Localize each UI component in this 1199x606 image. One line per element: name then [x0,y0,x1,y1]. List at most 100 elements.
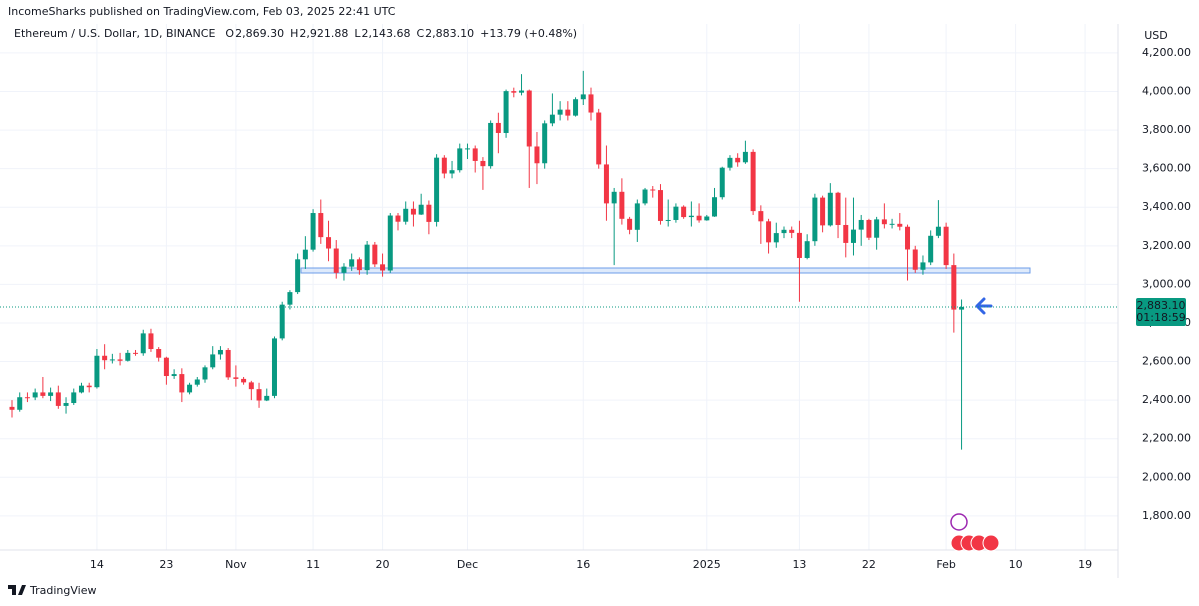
candle-body [163,357,169,377]
candle-body [248,382,254,390]
x-tick-label: 23 [159,558,173,571]
y-tick-label: 3,400.00 [1142,200,1191,213]
candle-body [179,374,185,393]
y-tick-label: 2,400.00 [1142,393,1191,406]
y-tick-label: 3,800.00 [1142,123,1191,136]
candle-body [580,94,586,100]
footer: TradingView [29,584,96,597]
x-tick-label: 14 [90,558,104,571]
candle-body [449,170,455,174]
candle-body [920,262,926,270]
candle-body [279,304,285,339]
candle-body [403,208,409,222]
candle-body [905,226,911,250]
candle-body [171,374,177,377]
legend-value: 2,883.10 [425,27,474,40]
candle-body [951,265,957,310]
candle-body [712,197,718,217]
x-tick-label: 13 [792,558,806,571]
candle-body [225,349,231,378]
candle-body [17,397,23,410]
y-tick-label: 4,000.00 [1142,85,1191,98]
candle-body [318,213,324,238]
candle-body [758,211,764,222]
candle-body [133,352,139,354]
candle-body [109,359,115,361]
candle-body [94,355,100,388]
candle-body [897,223,903,227]
candle-body [256,389,262,401]
x-tick-label: 10 [1009,558,1023,571]
candle-body [534,146,540,164]
y-tick-label: 1,800.00 [1142,509,1191,522]
candle-body [380,264,386,271]
x-tick-label: 16 [576,558,590,571]
candle-body [827,192,833,226]
candle-body [125,352,131,361]
candle-body [742,151,748,163]
candle-body [349,259,355,267]
candle-body [364,244,370,271]
candle-body [472,148,478,161]
candle-body [302,249,308,260]
candle-body [457,148,463,171]
candle-body [673,206,679,220]
x-tick-label: Dec [457,558,478,571]
candle-body [495,122,501,133]
candle-body [619,191,625,219]
x-tick-label: 11 [306,558,320,571]
candle-body [503,91,509,133]
candle-body [542,123,548,164]
candle-body [140,333,146,354]
candle-body [356,259,362,271]
price-tag-countdown: 01:18:59 [1136,311,1185,324]
candle-body [271,338,277,396]
header: IncomeSharks published on TradingView.co… [8,5,396,18]
arrow [975,297,993,315]
candle-body [9,406,15,410]
candle-body [781,229,787,234]
candle-body [40,392,46,396]
legend-value: 2,921.88 [299,27,348,40]
candle-body [611,191,617,204]
candle-body [928,235,934,263]
candle-body [333,248,339,273]
candle-body [688,215,694,218]
legend-key: L [354,27,361,40]
candle-body [187,384,193,393]
candle-body [642,189,648,204]
candle-body [727,157,733,168]
candle-body [719,167,725,198]
candle-body [549,114,555,124]
candle-body [202,367,208,380]
candle-body [735,157,741,163]
candle-body [78,385,84,393]
candle-body [843,224,849,243]
candle-body [410,208,416,215]
candle-body [287,292,293,305]
candle-body [217,349,223,355]
candle-body [804,241,810,258]
candle-body [310,213,316,250]
candle-body [704,216,710,221]
candle-body [326,237,332,249]
legend-change: +13.79 (+0.48%) [480,27,577,40]
candle-body [210,354,216,368]
candle-body [588,94,594,113]
footer-logo: TradingView [8,584,96,597]
event-icons [950,513,1000,552]
candle-body [372,244,378,265]
grid [0,24,1118,550]
candle-body [295,259,301,293]
candle-body [820,197,826,226]
candle-body [387,215,393,271]
candle-body [464,148,470,150]
y-axis-label: USD [1144,29,1168,42]
candle-body [511,91,517,93]
candle-body [434,157,440,222]
candle-body [912,249,918,270]
x-tick-label: 22 [862,558,876,571]
candle-body [32,392,38,398]
candle-body [850,229,856,243]
candle-body [858,219,864,230]
